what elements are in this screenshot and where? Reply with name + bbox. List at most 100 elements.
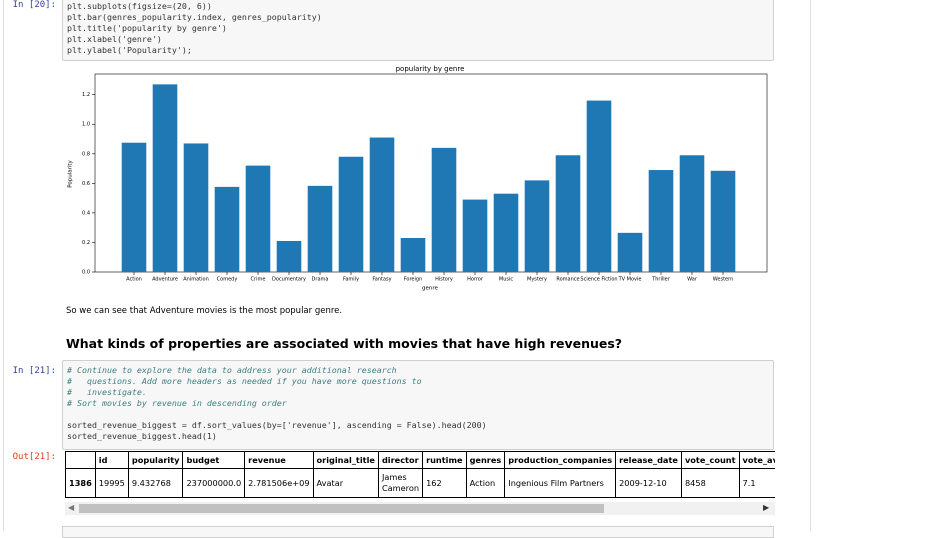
table-cell: Ingenious Film Partners bbox=[504, 468, 617, 498]
table-cell: Avatar bbox=[312, 468, 379, 498]
bar bbox=[245, 165, 271, 272]
right-border bbox=[810, 0, 811, 531]
code-comment: # questions. Add more headers as needed … bbox=[67, 376, 422, 386]
x-tick-label: Comedy bbox=[217, 277, 238, 283]
chart-title: popularity by genre bbox=[396, 65, 465, 73]
bar bbox=[400, 238, 426, 272]
code-line: plt.xlabel('genre') bbox=[67, 34, 162, 44]
x-tick-label: Horror bbox=[467, 277, 484, 283]
x-tick-label: Drama bbox=[312, 277, 329, 283]
y-tick-label: 0.6 bbox=[82, 181, 90, 187]
x-tick-label: Western bbox=[713, 277, 734, 283]
table-cell: 2009-12-10 bbox=[615, 468, 682, 498]
bar bbox=[586, 100, 612, 272]
column-header: runtime bbox=[422, 451, 467, 469]
column-header: release_date bbox=[615, 451, 682, 469]
x-tick-label: Documentary bbox=[272, 277, 306, 283]
output-prompt: Out[21]: bbox=[12, 452, 56, 462]
table-cell: 19995 bbox=[94, 468, 129, 498]
code-cell[interactable]: plt.subplots(figsize=(20, 6)) plt.bar(gen… bbox=[62, 0, 774, 61]
cell-prompt: In [20]: bbox=[12, 0, 56, 10]
table-cell: Action bbox=[465, 468, 506, 498]
code-line: sorted_revenue_biggest = df.sort_values(… bbox=[67, 420, 487, 430]
x-tick-label: Thriller bbox=[651, 277, 671, 283]
next-cell[interactable] bbox=[62, 526, 774, 538]
bar bbox=[152, 84, 178, 272]
bar bbox=[555, 155, 581, 272]
bar bbox=[710, 170, 736, 272]
x-tick-label: War bbox=[687, 277, 698, 283]
table-cell: 7.1 bbox=[738, 468, 775, 498]
code-line: plt.bar(genres_popularity.index, genres_… bbox=[67, 12, 322, 22]
plot-area bbox=[94, 73, 768, 273]
x-tick-label: Action bbox=[126, 277, 142, 283]
bar bbox=[431, 147, 457, 272]
x-tick-label: Mystery bbox=[527, 277, 547, 283]
scroll-right[interactable]: ▶ bbox=[763, 503, 770, 512]
table-cell: 162 bbox=[422, 468, 467, 498]
data-table: id popularity budget revenue original_title d… bbox=[65, 451, 775, 498]
column-header: popularity bbox=[127, 451, 184, 469]
markdown-heading: What kinds of properties are associated … bbox=[66, 336, 623, 351]
column-header: director bbox=[377, 451, 424, 469]
x-tick-label: TV Movie bbox=[618, 277, 642, 283]
index-header bbox=[65, 451, 96, 469]
column-header: id bbox=[94, 451, 129, 469]
bar bbox=[617, 232, 643, 272]
code-line: plt.ylabel('Popularity'); bbox=[67, 45, 192, 55]
x-axis-label: genre bbox=[422, 286, 439, 292]
y-tick-label: 1.0 bbox=[82, 122, 90, 128]
bar bbox=[214, 186, 240, 272]
code-line: plt.title('popularity by genre') bbox=[67, 23, 227, 33]
code-comment: # Continue to explore the data to addres… bbox=[67, 365, 397, 375]
x-tick-label: History bbox=[435, 277, 453, 283]
y-tick-label: 0.0 bbox=[82, 270, 90, 276]
x-tick-label: Science Fiction bbox=[580, 277, 617, 283]
cell-prompt: In [21]: bbox=[12, 366, 56, 376]
y-tick-label: 0.2 bbox=[82, 240, 90, 246]
column-header: original_title bbox=[312, 451, 379, 469]
code-comment: # investigate. bbox=[67, 387, 147, 397]
code-line: plt.subplots(figsize=(20, 6)) bbox=[67, 1, 212, 11]
code-line: sorted_revenue_biggest.head(1) bbox=[67, 431, 217, 441]
column-header: revenue bbox=[244, 451, 314, 469]
bar bbox=[462, 199, 488, 272]
bar bbox=[338, 156, 364, 272]
y-tick-label: 0.8 bbox=[82, 151, 90, 157]
chart: popularity by genre genre Popularity 0.0… bbox=[68, 65, 768, 292]
x-tick-label: Family bbox=[343, 277, 359, 283]
table-cell: 9.432768 bbox=[127, 468, 184, 498]
x-tick-label: Fantasy bbox=[372, 277, 391, 283]
code-cell[interactable]: # Continue to explore the data to addres… bbox=[62, 360, 774, 450]
scroll-left[interactable]: ◀ bbox=[68, 503, 75, 512]
column-header: vote_count bbox=[680, 451, 740, 469]
bar bbox=[679, 155, 705, 272]
code-comment: # Sort movies by revenue in descending o… bbox=[67, 398, 287, 408]
column-header: vote_avera bbox=[738, 451, 775, 469]
bar bbox=[307, 185, 333, 272]
bar bbox=[524, 180, 550, 272]
x-tick-label: Foreign bbox=[404, 277, 423, 283]
table-cell: 8458 bbox=[680, 468, 740, 498]
y-axis-label: Popularity bbox=[68, 159, 74, 187]
y-tick-label: 0.4 bbox=[82, 210, 90, 216]
scrollbar[interactable]: ◀ ▶ bbox=[65, 502, 775, 515]
left-border bbox=[3, 0, 4, 531]
column-header: production_companies bbox=[504, 451, 617, 469]
y-tick-label: 1.2 bbox=[82, 92, 90, 98]
x-tick-label: Music bbox=[499, 277, 513, 283]
output-area: id popularity budget revenue original_title d… bbox=[65, 451, 775, 499]
x-tick-label: Animation bbox=[183, 277, 209, 283]
markdown-text: So we can see that Adventure movies is t… bbox=[66, 306, 343, 316]
column-header: genres bbox=[465, 451, 506, 469]
bar bbox=[276, 240, 302, 272]
scrollbar-thumb[interactable] bbox=[79, 504, 604, 513]
blank-line bbox=[63, 409, 773, 420]
column-header: budget bbox=[182, 451, 246, 469]
bar bbox=[369, 137, 395, 272]
table-cell: 2.781506e+09 bbox=[244, 468, 314, 498]
bar bbox=[183, 143, 209, 272]
table-cell: 237000000.0 bbox=[182, 468, 246, 498]
table-cell: James Cameron bbox=[377, 468, 424, 498]
